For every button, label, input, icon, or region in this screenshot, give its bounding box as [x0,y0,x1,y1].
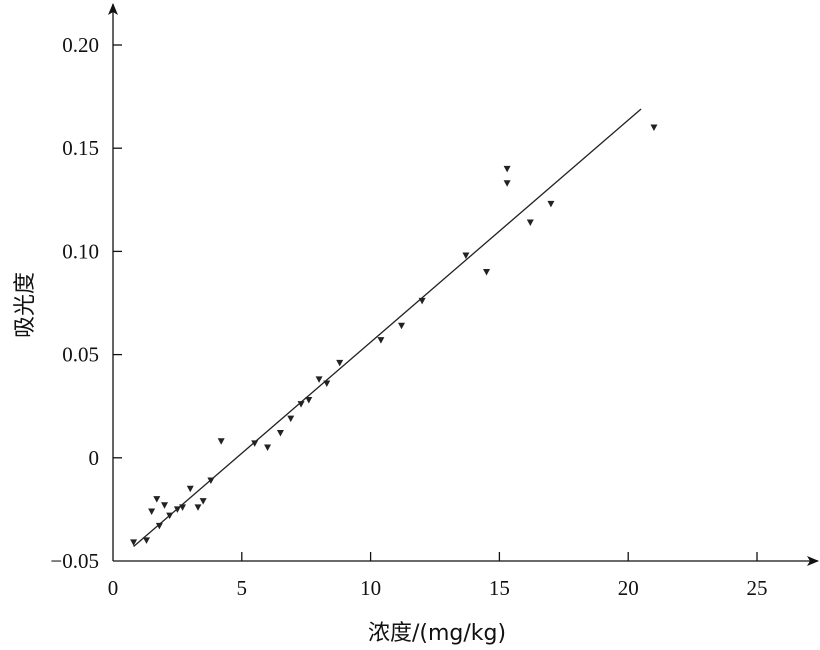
data-point [130,539,138,546]
data-point [194,504,202,511]
data-point [166,512,174,520]
data-point [462,252,470,260]
data-point [179,504,187,511]
y-tick-label: 0 [89,446,100,470]
y-tick-label: 0.20 [62,33,99,57]
data-point [650,124,658,132]
data-point [315,376,323,383]
data-point [155,522,163,530]
data-point [418,297,426,305]
data-point [503,165,511,173]
data-point [297,401,305,408]
y-tick-label: −0.05 [50,549,99,573]
data-point [251,440,259,447]
x-tick-label: 20 [618,576,639,600]
data-point [186,485,194,493]
data-point [547,200,555,208]
data-point [526,219,534,227]
x-tick-label: 15 [489,576,510,600]
data-point [173,506,181,513]
data-point [398,322,406,330]
axes [108,3,819,566]
data-point [199,498,207,505]
ticks [113,44,758,561]
data-point [207,477,215,485]
y-axis-title: 吸光度 [13,272,38,338]
x-tick-label: 0 [108,576,119,600]
data-point [161,502,169,509]
y-tick-label: 0.05 [62,343,99,367]
data-point [503,180,511,187]
y-tick-label: 0.15 [62,136,99,160]
fit-line [133,108,642,548]
x-tick-label: 5 [237,576,248,600]
x-tick-label: 25 [747,576,768,600]
x-axis-title: 浓度/(mg/kg) [368,621,506,646]
x-tick-label: 10 [360,576,381,600]
data-point [305,397,313,404]
fit-line-group [133,108,642,548]
data-point [287,415,295,423]
data-points [130,124,658,546]
data-point [217,438,225,445]
tick-labels: 0 5 10 15 20 25 −0.05 0 0.05 0.10 0.15 0.20 [50,33,767,600]
data-point [276,430,284,437]
data-point [142,537,150,544]
y-tick-label: 0.10 [62,239,99,263]
data-point [153,496,161,503]
data-point [377,337,385,344]
data-point [264,444,272,451]
data-point [336,359,344,367]
data-point [483,269,491,276]
data-point [148,508,156,515]
data-point [323,380,331,387]
